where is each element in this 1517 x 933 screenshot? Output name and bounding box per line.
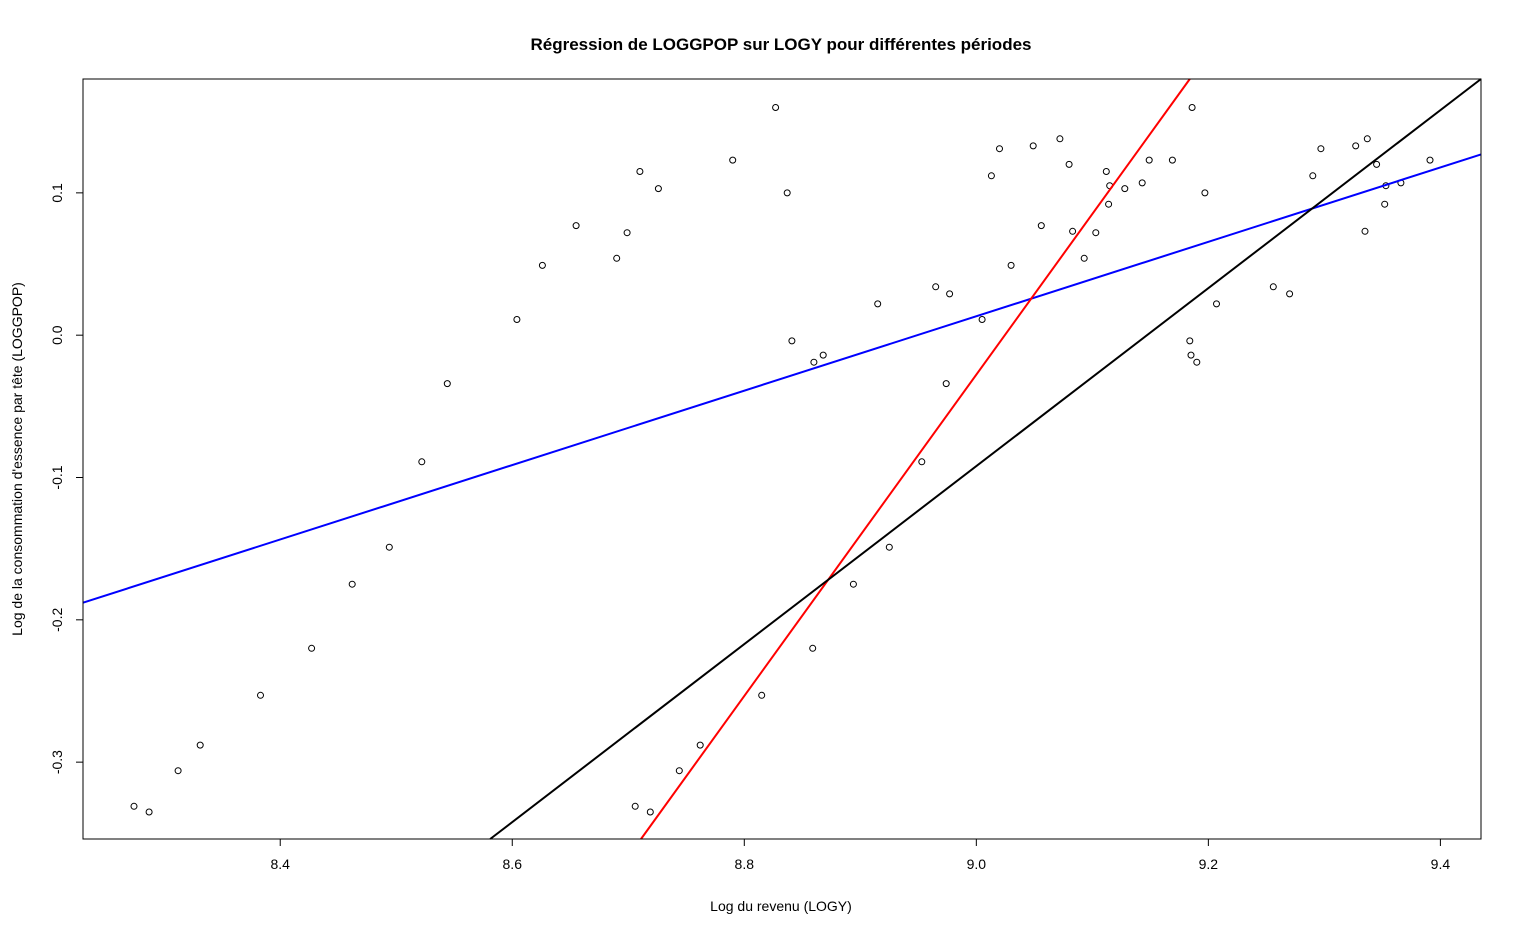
data-point bbox=[1188, 104, 1196, 111]
data-point bbox=[257, 691, 264, 699]
y-tick-label: -0.1 bbox=[49, 465, 65, 489]
data-point bbox=[978, 316, 986, 323]
data-point bbox=[1186, 337, 1194, 345]
data-point bbox=[729, 156, 737, 164]
data-point bbox=[1056, 135, 1064, 143]
data-point bbox=[513, 316, 521, 323]
data-point bbox=[1201, 189, 1209, 197]
data-point bbox=[613, 254, 621, 262]
data-point bbox=[654, 185, 662, 193]
y-axis-label: Log de la consommation d'essence par têt… bbox=[9, 282, 25, 636]
plot-area bbox=[82, 78, 1482, 840]
data-point bbox=[418, 458, 426, 466]
y-tick-label: 0.1 bbox=[49, 183, 65, 203]
data-point bbox=[849, 580, 857, 588]
data-point bbox=[1069, 227, 1077, 235]
x-axis-label: Log du revenu (LOGY) bbox=[710, 898, 852, 914]
data-point bbox=[1187, 351, 1195, 359]
data-point bbox=[1269, 283, 1277, 291]
data-point bbox=[1029, 142, 1037, 150]
data-point bbox=[1309, 172, 1317, 180]
data-point bbox=[1065, 160, 1073, 168]
data-point bbox=[1363, 135, 1371, 143]
x-axis: 8.4 8.6 8.8 9.0 9.2 9.4 bbox=[270, 839, 1450, 872]
data-point bbox=[996, 145, 1003, 153]
data-point bbox=[646, 808, 654, 816]
data-point bbox=[1286, 290, 1294, 298]
data-point bbox=[1168, 156, 1176, 164]
data-point bbox=[1037, 222, 1045, 230]
data-point bbox=[145, 808, 153, 816]
data-point bbox=[1361, 227, 1369, 235]
data-point bbox=[885, 543, 893, 551]
regression-line bbox=[640, 78, 1191, 840]
data-point bbox=[932, 283, 940, 291]
data-point bbox=[1007, 261, 1015, 269]
data-point bbox=[1121, 185, 1129, 193]
chart-title: Régression de LOGGPOP sur LOGY pour diff… bbox=[531, 35, 1032, 54]
x-tick-label: 9.4 bbox=[1431, 856, 1451, 872]
data-point bbox=[874, 300, 882, 308]
data-point bbox=[788, 337, 796, 345]
data-point bbox=[443, 380, 451, 388]
y-axis: -0.3 -0.2 -0.1 0.0 0.1 bbox=[49, 183, 83, 774]
data-point bbox=[942, 380, 950, 388]
data-point bbox=[772, 104, 780, 111]
data-point bbox=[1352, 142, 1360, 150]
data-point bbox=[308, 644, 316, 652]
data-point bbox=[918, 458, 926, 466]
x-tick-label: 8.4 bbox=[270, 856, 290, 872]
x-tick-label: 9.0 bbox=[967, 856, 987, 872]
data-point bbox=[385, 543, 393, 551]
data-point bbox=[1102, 168, 1110, 175]
x-tick-label: 9.2 bbox=[1199, 856, 1219, 872]
regression-line bbox=[489, 78, 1482, 840]
data-point bbox=[946, 290, 954, 298]
data-point bbox=[1193, 358, 1201, 366]
plot-frame bbox=[82, 78, 1482, 840]
data-point bbox=[1080, 254, 1088, 262]
data-point bbox=[1317, 145, 1325, 153]
data-point bbox=[1381, 200, 1389, 208]
data-point bbox=[1138, 179, 1146, 187]
data-point bbox=[130, 802, 138, 810]
data-point bbox=[819, 351, 827, 359]
data-point bbox=[1092, 229, 1100, 237]
data-point bbox=[809, 644, 817, 652]
data-point bbox=[631, 802, 639, 810]
data-point bbox=[572, 222, 580, 230]
data-point bbox=[538, 261, 546, 269]
data-point bbox=[987, 172, 995, 180]
x-tick-label: 8.8 bbox=[735, 856, 755, 872]
data-point bbox=[174, 767, 182, 775]
data-point bbox=[1373, 160, 1381, 168]
data-point bbox=[1145, 156, 1153, 164]
data-point bbox=[1213, 300, 1220, 308]
x-tick-label: 8.6 bbox=[503, 856, 523, 872]
y-tick-label: -0.2 bbox=[49, 608, 65, 632]
data-point bbox=[783, 189, 791, 197]
data-point bbox=[196, 741, 204, 749]
y-tick-label: -0.3 bbox=[49, 750, 65, 774]
data-point bbox=[758, 691, 766, 699]
data-point bbox=[1105, 200, 1113, 208]
data-point bbox=[675, 767, 683, 775]
data-point bbox=[348, 580, 356, 588]
data-point bbox=[810, 358, 818, 366]
data-point bbox=[696, 741, 704, 749]
y-tick-label: 0.0 bbox=[49, 325, 65, 345]
data-point bbox=[623, 229, 631, 237]
regression-line bbox=[82, 153, 1482, 604]
data-point bbox=[1426, 156, 1434, 164]
data-point bbox=[636, 168, 644, 175]
